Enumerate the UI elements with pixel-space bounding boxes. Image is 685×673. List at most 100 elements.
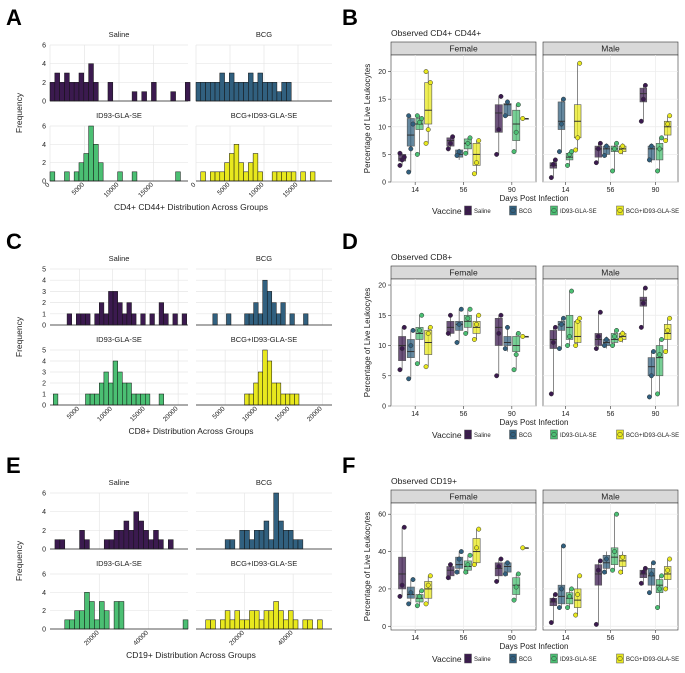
histogram-bar bbox=[285, 393, 291, 406]
histogram-bar bbox=[252, 153, 259, 182]
box-saline bbox=[494, 312, 504, 379]
histogram-bar bbox=[238, 82, 244, 102]
panel-label: A bbox=[6, 5, 22, 30]
x-tick-label: 90 bbox=[508, 411, 516, 418]
data-point bbox=[397, 162, 403, 168]
histogram-bar bbox=[297, 539, 304, 550]
facet-bcg: BCG bbox=[196, 254, 332, 326]
histogram-bar bbox=[184, 82, 191, 102]
data-point bbox=[419, 312, 425, 318]
data-point bbox=[595, 334, 601, 339]
box-id93-gla-se bbox=[414, 113, 425, 157]
data-point bbox=[399, 346, 405, 351]
data-point bbox=[642, 82, 648, 88]
box-saline bbox=[638, 82, 648, 124]
data-point bbox=[463, 569, 469, 575]
data-point bbox=[520, 334, 526, 339]
data-point bbox=[559, 121, 564, 127]
histogram-bar bbox=[288, 610, 294, 630]
data-point bbox=[445, 575, 451, 581]
histogram-bar bbox=[54, 539, 61, 550]
y-tick-label: 2 bbox=[42, 608, 46, 615]
box-body bbox=[655, 345, 664, 377]
facet-bcg-id93-gla-se: BCG+ID93-GLA-SE 0 5000 10000 15000 bbox=[190, 111, 332, 199]
box-bcg-id93-gla-se bbox=[520, 116, 529, 121]
data-point bbox=[556, 346, 562, 351]
data-point bbox=[513, 129, 519, 135]
y-axis-title: Percentage of Live Leukocytes bbox=[363, 288, 372, 397]
histogram-bar bbox=[224, 162, 230, 182]
data-point bbox=[520, 545, 526, 551]
legend-item-saline: Saline bbox=[464, 205, 491, 216]
data-point bbox=[559, 586, 564, 592]
x-tick-label: 0 bbox=[44, 181, 52, 189]
y-tick-label: 4 bbox=[42, 61, 46, 68]
histogram-bar bbox=[276, 313, 282, 326]
data-point bbox=[567, 334, 572, 339]
histogram-bar bbox=[210, 171, 216, 182]
histogram-bar bbox=[107, 82, 114, 102]
facet-strip-label: Male bbox=[601, 492, 620, 502]
histogram-bar bbox=[248, 393, 254, 406]
data-point bbox=[556, 605, 562, 611]
histogram-bar bbox=[182, 619, 189, 630]
data-point bbox=[618, 569, 624, 575]
y-tick-label: 4 bbox=[42, 278, 46, 285]
data-point bbox=[559, 321, 564, 327]
legend-point bbox=[617, 655, 623, 662]
x-axis-title: Days Post Infection bbox=[500, 642, 569, 651]
histogram-bar bbox=[257, 313, 263, 326]
histogram-bar bbox=[118, 601, 125, 630]
histogram-bar bbox=[117, 171, 123, 182]
y-tick-label: 0 bbox=[382, 624, 386, 631]
histogram-bar bbox=[226, 313, 232, 326]
box-id93-gla-se bbox=[655, 573, 665, 611]
data-point bbox=[423, 364, 429, 370]
facet-title: Saline bbox=[109, 30, 130, 39]
histogram-bar bbox=[252, 82, 259, 102]
histogram-bar bbox=[290, 171, 297, 182]
facet-bcg: BCG bbox=[195, 30, 332, 102]
box-id93-gla-se bbox=[655, 135, 665, 174]
box-bcg-id93-gla-se bbox=[520, 545, 529, 551]
box-saline bbox=[548, 324, 558, 397]
data-point bbox=[511, 149, 517, 155]
histogram-bar bbox=[80, 313, 86, 326]
histogram-bar bbox=[214, 82, 221, 102]
chart-title: Observed CD8+ bbox=[391, 252, 452, 262]
data-point bbox=[565, 162, 570, 168]
histogram-bar bbox=[243, 82, 249, 102]
data-point bbox=[463, 150, 469, 156]
box-saline bbox=[445, 562, 455, 581]
data-point bbox=[458, 306, 464, 312]
legend-item-bcg-id93-gla-se: BCG+ID93-GLA-SE bbox=[616, 205, 679, 216]
facet-title: Saline bbox=[109, 478, 130, 487]
data-point bbox=[496, 127, 502, 132]
data-point bbox=[550, 340, 556, 345]
data-point bbox=[556, 149, 562, 155]
y-axis-title: Percentage of Live Leukocytes bbox=[363, 64, 372, 173]
histogram-bar bbox=[170, 91, 176, 102]
box-bcg bbox=[406, 113, 416, 175]
data-point bbox=[593, 160, 599, 166]
box-id93-gla-se bbox=[610, 327, 620, 348]
data-point bbox=[515, 571, 521, 577]
facet-strip-label: Male bbox=[601, 44, 620, 54]
data-point bbox=[655, 605, 660, 611]
data-point bbox=[505, 324, 510, 330]
data-point bbox=[414, 361, 420, 367]
data-point bbox=[651, 349, 656, 355]
data-point bbox=[577, 60, 583, 66]
histogram-bar bbox=[64, 171, 70, 182]
y-axis-title: Frequency bbox=[14, 92, 24, 133]
facet-strip-label: Male bbox=[601, 268, 620, 278]
histogram-bar bbox=[214, 171, 221, 182]
box-body bbox=[424, 82, 433, 125]
histogram-bar bbox=[84, 539, 90, 550]
histogram-bar bbox=[224, 82, 230, 102]
data-point bbox=[408, 146, 414, 152]
facet-title: ID93-GLA-SE bbox=[96, 335, 142, 344]
box-id93-gla-se bbox=[511, 330, 521, 373]
histogram-bar bbox=[89, 393, 95, 406]
histogram-bar bbox=[59, 539, 66, 550]
